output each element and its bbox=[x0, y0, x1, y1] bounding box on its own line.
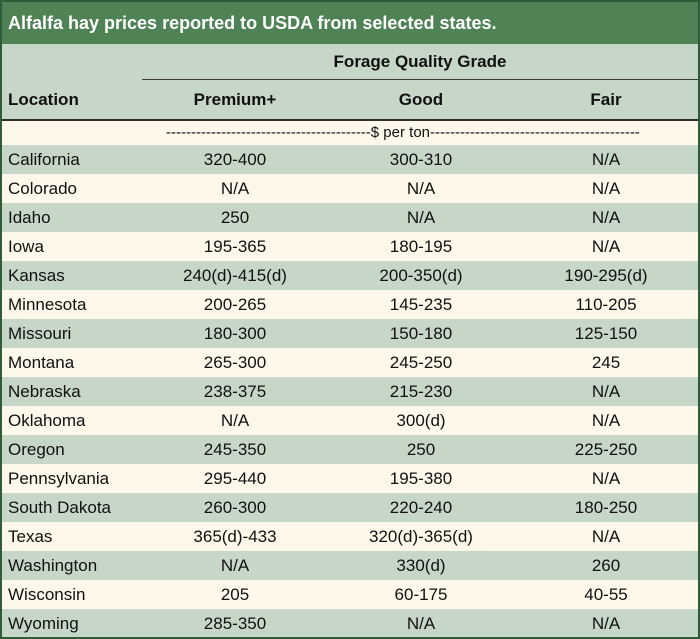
cell-fair: 245 bbox=[514, 348, 698, 377]
cell-premium: 260-300 bbox=[142, 493, 328, 522]
cell-fair: N/A bbox=[514, 522, 698, 551]
cell-good: 245-250 bbox=[328, 348, 514, 377]
cell-good: 320(d)-365(d) bbox=[328, 522, 514, 551]
cell-good: 200-350(d) bbox=[328, 261, 514, 290]
cell-good: 145-235 bbox=[328, 290, 514, 319]
cell-premium: 295-440 bbox=[142, 464, 328, 493]
cell-premium: 250 bbox=[142, 203, 328, 232]
cell-location: South Dakota bbox=[2, 493, 142, 522]
cell-fair: 225-250 bbox=[514, 435, 698, 464]
table-row: Washington N/A 330(d) 260 bbox=[2, 551, 698, 580]
cell-good: 300-310 bbox=[328, 145, 514, 174]
cell-location: Wyoming bbox=[2, 609, 142, 637]
cell-premium: N/A bbox=[142, 406, 328, 435]
cell-good: 300(d) bbox=[328, 406, 514, 435]
cell-good: 60-175 bbox=[328, 580, 514, 609]
table-row: California 320-400 300-310 N/A bbox=[2, 145, 698, 174]
cell-location: Idaho bbox=[2, 203, 142, 232]
cell-location: Oklahoma bbox=[2, 406, 142, 435]
column-header-fair: Fair bbox=[590, 90, 622, 109]
cell-premium: N/A bbox=[142, 551, 328, 580]
cell-fair: N/A bbox=[514, 232, 698, 261]
cell-premium: 285-350 bbox=[142, 609, 328, 637]
cell-location: Colorado bbox=[2, 174, 142, 203]
cell-location: Nebraska bbox=[2, 377, 142, 406]
table-row: Nebraska 238-375 215-230 N/A bbox=[2, 377, 698, 406]
cell-fair: 260 bbox=[514, 551, 698, 580]
table-row: Kansas 240(d)-415(d) 200-350(d) 190-295(d) bbox=[2, 261, 698, 290]
cell-premium: 195-365 bbox=[142, 232, 328, 261]
cell-premium: 238-375 bbox=[142, 377, 328, 406]
cell-location: Missouri bbox=[2, 319, 142, 348]
table-body: California 320-400 300-310 N/A Colorado N/A N/… bbox=[2, 145, 698, 637]
table-row: South Dakota 260-300 220-240 180-250 bbox=[2, 493, 698, 522]
table-row: Oregon 245-350 250 225-250 bbox=[2, 435, 698, 464]
cell-good: N/A bbox=[328, 174, 514, 203]
table-title: Alfalfa hay prices reported to USDA from… bbox=[2, 2, 698, 44]
column-header-premium: Premium+ bbox=[193, 90, 277, 109]
cell-good: N/A bbox=[328, 609, 514, 637]
cell-good: 215-230 bbox=[328, 377, 514, 406]
cell-good: 250 bbox=[328, 435, 514, 464]
cell-premium: 205 bbox=[142, 580, 328, 609]
cell-good: 180-195 bbox=[328, 232, 514, 261]
group-underline bbox=[142, 79, 698, 80]
cell-fair: 110-205 bbox=[514, 290, 698, 319]
units-label: ----------------------------------------… bbox=[2, 121, 698, 145]
cell-premium: 265-300 bbox=[142, 348, 328, 377]
table-row: Oklahoma N/A 300(d) N/A bbox=[2, 406, 698, 435]
cell-location: Iowa bbox=[2, 232, 142, 261]
column-header-location: Location bbox=[8, 90, 79, 109]
cell-good: 195-380 bbox=[328, 464, 514, 493]
cell-location: Wisconsin bbox=[2, 580, 142, 609]
table-row: Minnesota 200-265 145-235 110-205 bbox=[2, 290, 698, 319]
cell-premium: N/A bbox=[142, 174, 328, 203]
table-row: Colorado N/A N/A N/A bbox=[2, 174, 698, 203]
cell-fair: N/A bbox=[514, 174, 698, 203]
table-row: Pennsylvania 295-440 195-380 N/A bbox=[2, 464, 698, 493]
cell-location: Minnesota bbox=[2, 290, 142, 319]
cell-premium: 200-265 bbox=[142, 290, 328, 319]
cell-fair: N/A bbox=[514, 145, 698, 174]
cell-location: Pennsylvania bbox=[2, 464, 142, 493]
cell-fair: 180-250 bbox=[514, 493, 698, 522]
table-row: Texas 365(d)-433 320(d)-365(d) N/A bbox=[2, 522, 698, 551]
table-row: Wyoming 285-350 N/A N/A bbox=[2, 609, 698, 637]
forage-quality-grade-heading: Forage Quality Grade bbox=[333, 52, 507, 71]
cell-location: Texas bbox=[2, 522, 142, 551]
cell-fair: 190-295(d) bbox=[514, 261, 698, 290]
cell-good: 220-240 bbox=[328, 493, 514, 522]
table-row: Idaho 250 N/A N/A bbox=[2, 203, 698, 232]
table-header: Forage Quality Grade Location Premium+ G… bbox=[2, 44, 698, 119]
cell-fair: 40-55 bbox=[514, 580, 698, 609]
table-row: Wisconsin 205 60-175 40-55 bbox=[2, 580, 698, 609]
cell-premium: 365(d)-433 bbox=[142, 522, 328, 551]
cell-premium: 245-350 bbox=[142, 435, 328, 464]
cell-location: Kansas bbox=[2, 261, 142, 290]
price-table: California 320-400 300-310 N/A Colorado N/A N/… bbox=[2, 145, 698, 637]
column-header-good: Good bbox=[398, 90, 444, 109]
cell-good: 150-180 bbox=[328, 319, 514, 348]
cell-premium: 180-300 bbox=[142, 319, 328, 348]
header-divider bbox=[2, 119, 698, 121]
table-row: Missouri 180-300 150-180 125-150 bbox=[2, 319, 698, 348]
cell-location: California bbox=[2, 145, 142, 174]
cell-location: Washington bbox=[2, 551, 142, 580]
cell-fair: N/A bbox=[514, 377, 698, 406]
cell-premium: 240(d)-415(d) bbox=[142, 261, 328, 290]
cell-location: Oregon bbox=[2, 435, 142, 464]
table-row: Montana 265-300 245-250 245 bbox=[2, 348, 698, 377]
cell-fair: 125-150 bbox=[514, 319, 698, 348]
cell-fair: N/A bbox=[514, 203, 698, 232]
cell-premium: 320-400 bbox=[142, 145, 328, 174]
cell-good: N/A bbox=[328, 203, 514, 232]
cell-good: 330(d) bbox=[328, 551, 514, 580]
cell-fair: N/A bbox=[514, 406, 698, 435]
cell-location: Montana bbox=[2, 348, 142, 377]
cell-fair: N/A bbox=[514, 609, 698, 637]
table-row: Iowa 195-365 180-195 N/A bbox=[2, 232, 698, 261]
cell-fair: N/A bbox=[514, 464, 698, 493]
